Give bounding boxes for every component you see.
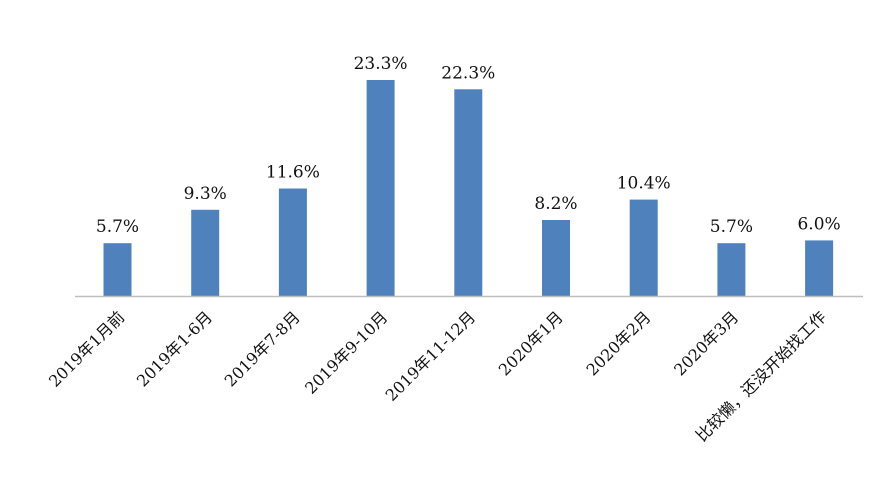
category-label-3: 2019年9-10月	[301, 307, 391, 397]
bar-4	[454, 89, 483, 296]
value-label-7: 5.7%	[710, 217, 753, 237]
bars-group	[103, 80, 834, 296]
value-label-2: 11.6%	[266, 163, 320, 183]
category-label-6: 2020年2月	[582, 307, 654, 379]
value-labels-group: 5.7% 9.3% 11.6% 23.3% 22.3% 8.2% 10.4% 5.7% 6.0%	[96, 54, 841, 237]
category-label-1: 2019年1-6月	[133, 307, 216, 390]
value-label-5: 8.2%	[534, 194, 577, 214]
bar-7	[717, 243, 746, 296]
value-label-0: 5.7%	[96, 217, 139, 237]
category-labels-group: 2019年1月前 2019年1-6月 2019年7-8月2019年9-10月2019…	[45, 307, 830, 445]
category-label-5: 2020年1月	[495, 307, 567, 379]
bar-8	[805, 240, 834, 296]
category-label-4: 2019年11-12月	[382, 307, 479, 404]
bar-0	[103, 243, 132, 296]
bar-3	[366, 80, 395, 296]
category-label-7: 2020年3月	[670, 307, 742, 379]
value-label-1: 9.3%	[184, 184, 227, 204]
bar-1	[191, 209, 220, 296]
bar-5	[542, 220, 570, 296]
category-label-0: 2019年1月前	[45, 307, 128, 390]
value-label-4: 22.3%	[441, 63, 495, 83]
bar-2	[278, 188, 307, 296]
bar-6	[629, 199, 658, 296]
value-label-3: 23.3%	[354, 54, 408, 74]
value-label-6: 10.4%	[617, 174, 671, 194]
category-label-2: 2019年7-8月	[221, 307, 304, 390]
value-label-8: 6.0%	[797, 214, 840, 234]
